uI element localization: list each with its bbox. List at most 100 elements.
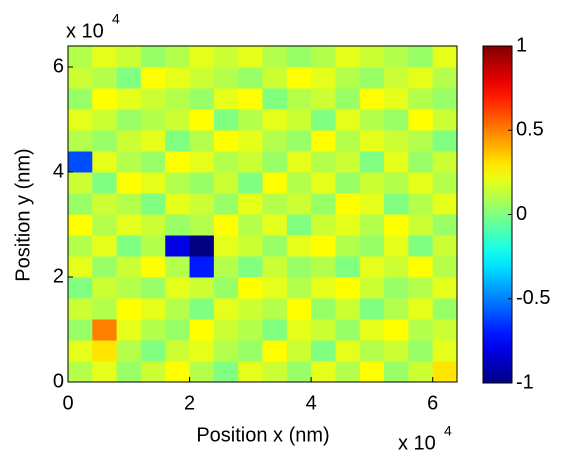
heatmap-cell <box>408 235 434 257</box>
heatmap-cell <box>311 340 336 362</box>
heatmap-cell <box>189 109 215 131</box>
y-axis-label: Position y (nm) <box>12 148 34 281</box>
heatmap-cell <box>432 235 458 257</box>
heatmap-cell <box>384 214 409 236</box>
heatmap-cell <box>165 235 191 257</box>
heatmap-cell <box>286 88 312 110</box>
heatmap-cell <box>384 361 409 383</box>
heatmap-cell <box>384 88 409 110</box>
heatmap-cell <box>408 298 434 320</box>
heatmap-cell <box>311 193 336 215</box>
heatmap-cell <box>68 109 93 131</box>
heatmap-cell <box>116 88 142 110</box>
heatmap-cell <box>189 235 215 257</box>
heatmap-cell <box>408 319 434 341</box>
heatmap-cell <box>165 193 191 215</box>
heatmap-cell <box>189 193 215 215</box>
heatmap-cell <box>432 340 458 362</box>
heatmap-cell <box>359 214 385 236</box>
heatmap-cell <box>286 67 312 89</box>
heatmap-cell <box>213 214 239 236</box>
heatmap-cell <box>116 298 142 320</box>
heatmap-cell <box>311 319 336 341</box>
heatmap-cell <box>359 193 385 215</box>
heatmap-cell <box>165 172 191 194</box>
heatmap-cell <box>311 256 336 278</box>
heatmap-cell <box>140 109 166 131</box>
heatmap-cell <box>140 88 166 110</box>
heatmap-cell <box>92 67 118 89</box>
heatmap-cell <box>165 67 191 89</box>
heatmap-cell <box>140 193 166 215</box>
heatmap-cell <box>92 340 118 362</box>
heatmap-cell <box>189 214 215 236</box>
colorbar-tick-label: 0 <box>516 203 527 225</box>
heatmap-cell <box>262 88 288 110</box>
heatmap-cell <box>189 340 215 362</box>
heatmap-cell <box>335 67 361 89</box>
heatmap-cell <box>238 67 263 89</box>
heatmap-cell <box>384 235 409 257</box>
heatmap-cell <box>165 88 191 110</box>
heatmap-cell <box>116 46 142 68</box>
heatmap-cell <box>68 298 93 320</box>
heatmap-cell <box>68 46 93 68</box>
heatmap-cell <box>140 340 166 362</box>
heatmap-cell <box>140 256 166 278</box>
x-multiplier-base: x 10 <box>398 432 436 454</box>
heatmap-cell <box>359 67 385 89</box>
heatmap-cell <box>92 277 118 299</box>
heatmap-cell <box>189 46 215 68</box>
heatmap-cell <box>262 361 288 383</box>
heatmap-cell <box>92 88 118 110</box>
heatmap-cell <box>335 256 361 278</box>
heatmap-cell <box>189 277 215 299</box>
y-tick-label: 0 <box>53 370 64 392</box>
heatmap-cell <box>286 214 312 236</box>
heatmap-cell <box>286 256 312 278</box>
heatmap-cell <box>116 193 142 215</box>
x-multiplier-exponent: 4 <box>444 423 452 439</box>
x-tick-label: 4 <box>306 392 317 414</box>
heatmap-cell <box>359 361 385 383</box>
heatmap-cell <box>262 277 288 299</box>
y-multiplier-exponent: 4 <box>112 11 120 27</box>
heatmap-cell <box>432 151 458 173</box>
heatmap-cell <box>68 235 93 257</box>
heatmap-cell <box>238 361 263 383</box>
heatmap-cell <box>432 298 458 320</box>
heatmap-cell <box>213 130 239 152</box>
heatmap-cell <box>408 109 434 131</box>
heatmap-cell <box>92 151 118 173</box>
heatmap-cell <box>213 340 239 362</box>
heatmap-cell <box>116 172 142 194</box>
heatmap-cell <box>262 214 288 236</box>
heatmap-cell <box>68 172 93 194</box>
heatmap-cell <box>359 88 385 110</box>
heatmap-cell <box>384 151 409 173</box>
heatmap-cell <box>432 214 458 236</box>
heatmap-cell <box>238 109 263 131</box>
heatmap-cell <box>140 172 166 194</box>
heatmap-cell <box>140 361 166 383</box>
heatmap-cell <box>432 130 458 152</box>
heatmap-cell <box>213 235 239 257</box>
heatmap-cell <box>384 46 409 68</box>
heatmap-cell <box>213 361 239 383</box>
heatmap-cell <box>286 151 312 173</box>
heatmap-cell <box>408 172 434 194</box>
heatmap-cell <box>213 109 239 131</box>
heatmap-cell <box>384 319 409 341</box>
heatmap-cell <box>213 46 239 68</box>
heatmap-cell <box>238 151 263 173</box>
heatmap-cell <box>262 256 288 278</box>
heatmap-cell <box>116 130 142 152</box>
heatmap-cell <box>165 361 191 383</box>
heatmap-cell <box>213 256 239 278</box>
heatmap-cell <box>116 340 142 362</box>
heatmap-cell <box>311 277 336 299</box>
heatmap-cell <box>311 109 336 131</box>
heatmap-cell <box>68 256 93 278</box>
heatmap-cell <box>335 46 361 68</box>
heatmap-cell <box>189 361 215 383</box>
